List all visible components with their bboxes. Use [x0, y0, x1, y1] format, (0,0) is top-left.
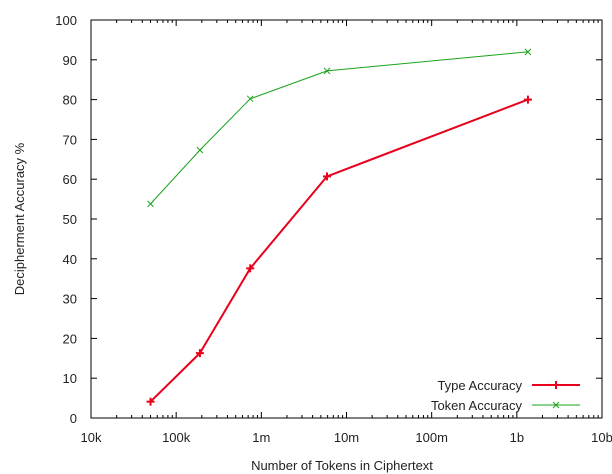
x-tick-label: 10b [591, 430, 612, 445]
y-axis-ticks: 0 10 20 30 40 50 60 70 80 90 100 [55, 13, 602, 426]
y-tick-label: 30 [63, 292, 77, 307]
data-point-marker-d2 [524, 48, 532, 56]
data-point [246, 95, 254, 103]
y-tick-label: 70 [63, 132, 77, 147]
y-tick-label: 90 [63, 53, 77, 68]
data-point-marker-d2 [246, 95, 254, 103]
y-tick-label: 50 [63, 212, 77, 227]
y-tick-label: 60 [63, 172, 77, 187]
legend-item: Type Accuracy [437, 378, 580, 393]
y-tick-label: 80 [63, 93, 77, 108]
legend-item: Token Accuracy [431, 398, 580, 413]
data-point [246, 264, 255, 273]
x-tick-label: 10k [81, 430, 102, 445]
y-tick-label: 40 [63, 252, 77, 267]
data-point-marker-d2 [323, 67, 331, 75]
x-axis-title: Number of Tokens in Ciphertext [251, 458, 433, 473]
data-point [195, 349, 204, 358]
x-tick-label: 1b [510, 430, 524, 445]
legend-label: Token Accuracy [431, 398, 523, 413]
y-tick-label: 10 [63, 371, 77, 386]
plot-frame [90, 19, 603, 419]
y-tick-label: 20 [63, 331, 77, 346]
data-point [524, 48, 532, 56]
x-tick-label: 100m [415, 430, 448, 445]
x-tick-label: 10m [334, 430, 359, 445]
x-tick-label: 1m [252, 430, 270, 445]
series-0 [146, 95, 532, 406]
data-point [322, 172, 331, 181]
data-point [323, 67, 331, 75]
x-tick-label: 100k [162, 430, 191, 445]
data-point-marker-d2 [147, 200, 154, 208]
data-point [196, 146, 204, 154]
legend-label: Type Accuracy [437, 378, 522, 393]
data-point-marker-d2 [552, 401, 560, 409]
data-point [523, 95, 532, 104]
data-point [146, 397, 155, 406]
series-1 [147, 48, 532, 208]
y-axis-title: Decipherment Accuracy % [12, 142, 27, 295]
legend: Type Accuracy Token Accuracy [431, 378, 580, 413]
y-tick-label: 100 [55, 13, 77, 28]
data-point [147, 200, 154, 208]
y-tick-label: 0 [70, 411, 77, 426]
data-point-marker-d2 [196, 146, 204, 154]
series-layer [146, 48, 532, 406]
